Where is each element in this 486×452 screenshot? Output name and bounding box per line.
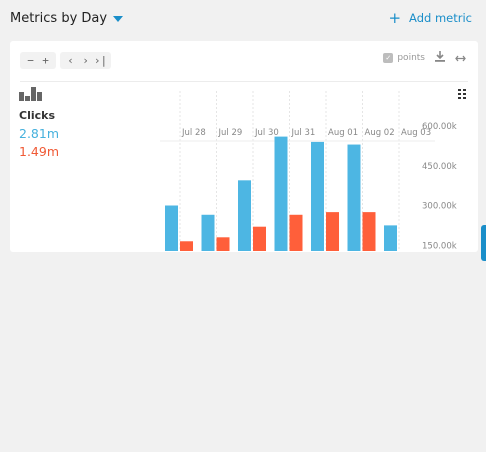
x-tick-label: Jul 30 bbox=[254, 128, 279, 138]
bar-series-1[interactable] bbox=[274, 136, 288, 251]
x-tick-label: Jul 29 bbox=[218, 128, 243, 138]
zoom-controls: − + bbox=[20, 52, 56, 69]
pan-controls: ‹ › ›| bbox=[60, 52, 111, 69]
x-tick-label: Jul 28 bbox=[181, 128, 206, 138]
caret-down-icon bbox=[113, 16, 124, 22]
y-tick-label: 300.00k bbox=[422, 202, 457, 212]
bar-series-1[interactable] bbox=[201, 214, 215, 251]
chart-legend: Clicks 2.81m 1.49m bbox=[19, 87, 59, 159]
bar-series-2[interactable] bbox=[180, 241, 193, 251]
bar-series-1[interactable] bbox=[347, 144, 361, 251]
zoom-in-button[interactable]: + bbox=[42, 54, 49, 67]
bar-series-2[interactable] bbox=[289, 214, 303, 251]
page-title: Metrics by Day bbox=[10, 11, 108, 26]
bar-series-1[interactable] bbox=[238, 180, 251, 251]
bar-series-2[interactable] bbox=[362, 212, 376, 251]
add-metric-label: Add metric bbox=[409, 11, 472, 25]
drag-handle-icon[interactable] bbox=[458, 89, 466, 99]
zoom-out-button[interactable]: − bbox=[27, 54, 34, 67]
title-dropdown[interactable]: Metrics by Day bbox=[10, 11, 124, 26]
bar-series-2[interactable] bbox=[253, 226, 266, 251]
chart-card: − + ‹ › ›| ✓ points Clicks 2.81m 1.49m J bbox=[10, 41, 478, 252]
x-tick-label: Jul 31 bbox=[291, 128, 316, 138]
y-tick-label: 600.00k bbox=[422, 122, 457, 132]
x-tick-label: Aug 03 bbox=[401, 128, 431, 138]
horizontal-arrows-icon[interactable] bbox=[455, 52, 466, 65]
last-button[interactable]: ›| bbox=[93, 54, 108, 67]
bar-series-1[interactable] bbox=[165, 205, 178, 252]
toolbar-divider bbox=[20, 81, 468, 82]
header-bar: Metrics by Day + Add metric bbox=[0, 0, 486, 40]
add-metric-button[interactable]: + Add metric bbox=[388, 9, 472, 27]
bar-series-1[interactable] bbox=[311, 141, 324, 251]
next-button[interactable]: › bbox=[82, 54, 89, 67]
x-tick-label: Aug 01 bbox=[328, 128, 358, 138]
bar-series-1[interactable] bbox=[384, 225, 397, 251]
y-tick-label: 450.00k bbox=[422, 162, 457, 172]
series-1-total: 2.81m bbox=[19, 126, 60, 141]
download-icon[interactable] bbox=[435, 51, 445, 65]
points-label: points bbox=[397, 53, 425, 63]
bar-series-2[interactable] bbox=[216, 237, 230, 251]
plus-icon: + bbox=[388, 9, 402, 27]
points-toggle[interactable]: ✓ points bbox=[383, 53, 425, 63]
side-panel-tab[interactable] bbox=[481, 225, 486, 261]
previous-button[interactable]: ‹ bbox=[67, 54, 74, 67]
y-tick-label: 150.00k bbox=[422, 241, 457, 251]
bar-chart-icon[interactable] bbox=[19, 87, 59, 101]
bar-series-2[interactable] bbox=[326, 212, 339, 251]
bar-chart: Jul 28 Jul 29 Jul 30 Jul 31 Aug 01 Aug 02 Aug … bbox=[160, 91, 457, 252]
chart-toolbar: ✓ points bbox=[383, 51, 466, 65]
series-2-total: 1.49m bbox=[19, 144, 60, 159]
chart-navigation: − + ‹ › ›| bbox=[20, 52, 111, 69]
x-tick-label: Aug 02 bbox=[365, 128, 395, 138]
checkbox-icon[interactable]: ✓ bbox=[383, 53, 394, 63]
metric-name: Clicks bbox=[19, 109, 55, 122]
